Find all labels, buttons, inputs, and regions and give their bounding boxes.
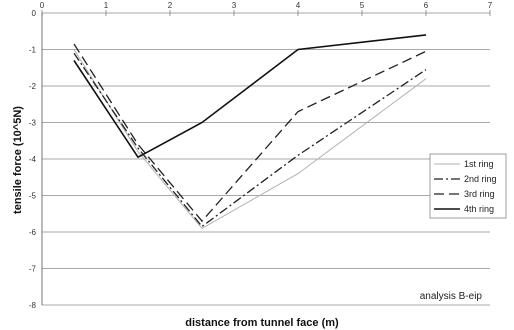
- x-tick-label: 7: [488, 1, 493, 10]
- y-tick-label: -7: [29, 265, 37, 274]
- x-tick-label: 0: [40, 1, 45, 10]
- y-tick-label: -4: [29, 155, 37, 164]
- y-tick-label: 0: [32, 9, 37, 18]
- y-tick-label: -2: [29, 82, 37, 91]
- y-tick-label: -8: [29, 301, 37, 310]
- x-axis-title: distance from tunnel face (m): [185, 317, 339, 329]
- series-line-1: [73, 49, 427, 230]
- x-tick-label: 5: [360, 1, 365, 10]
- tick-labels: 0 -1 -2 -3 -4 -5 -6 -7 -8 0 1 2 3 4 5 6 7: [29, 1, 493, 310]
- x-tick-label: 4: [296, 1, 301, 10]
- series-line-4: [73, 34, 427, 159]
- y-tick-label: -6: [29, 228, 37, 237]
- legend-label: 2nd ring: [464, 174, 497, 184]
- y-axis-title: tensile force (10^5N): [12, 106, 24, 214]
- x-tick-label: 1: [104, 1, 109, 10]
- legend-label: 1st ring: [464, 159, 494, 169]
- series-lines: [73, 34, 427, 230]
- y-tick-label: -5: [29, 192, 37, 201]
- legend-box: [429, 153, 507, 219]
- x-tick-label: 6: [424, 1, 429, 10]
- series-line-2: [73, 52, 427, 228]
- y-tick-label: -1: [29, 46, 37, 55]
- legend-label: 4th ring: [464, 204, 494, 214]
- x-tick-label: 2: [168, 1, 173, 10]
- x-tick-label: 3: [232, 1, 237, 10]
- grid-lines: [41, 10, 491, 306]
- y-tick-label: -3: [29, 119, 37, 128]
- legend: 1st ring 2nd ring 3rd ring 4th ring: [429, 153, 507, 219]
- annotation-label: analysis B-eip: [420, 291, 483, 302]
- series-line-3: [73, 43, 427, 223]
- legend-label: 3rd ring: [464, 189, 495, 199]
